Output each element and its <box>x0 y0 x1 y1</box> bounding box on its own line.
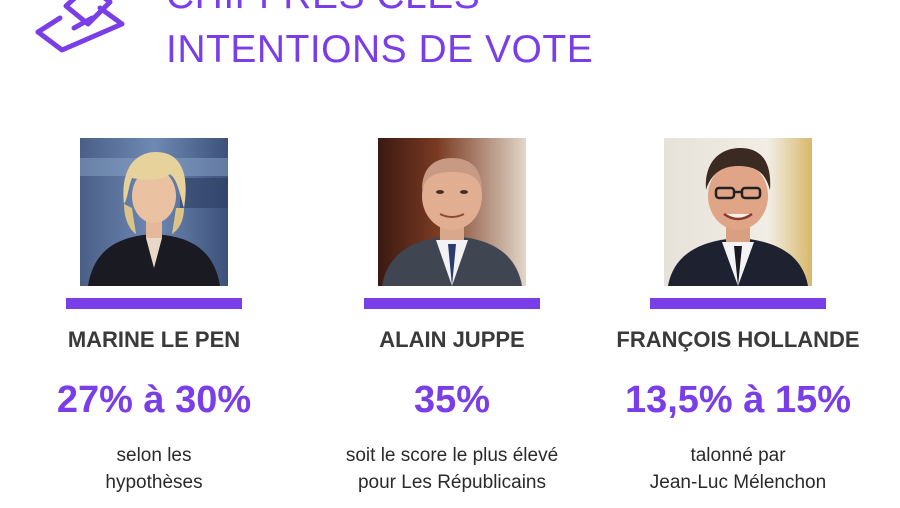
header: CHIFFRES CLÉS INTENTIONS DE VOTE <box>0 0 900 80</box>
candidate-description: soit le score le plus élevé pour Les Rép… <box>302 442 602 496</box>
description-line: hypothèses <box>105 472 203 493</box>
candidate-photo-juppe <box>378 138 526 286</box>
candidate-name: FRANÇOIS HOLLANDE <box>616 327 860 352</box>
candidate-name: MARINE LE PEN <box>67 327 241 352</box>
candidate-description: talonné par Jean-Luc Mélenchon <box>588 442 888 496</box>
candidate-photo-le-pen <box>80 138 228 286</box>
candidate-score: 27% à 30% <box>56 379 252 421</box>
description-line: selon les <box>116 445 192 466</box>
accent-bar <box>650 298 826 309</box>
candidate-card-hollande: FRANÇOIS HOLLANDE 13,5% à 15% talonné pa… <box>588 138 888 496</box>
ballot-box-icon <box>35 0 125 53</box>
description-line: pour Les Républicains <box>357 472 546 493</box>
candidate-card-le-pen: MARINE LE PEN 27% à 30% selon les hypoth… <box>4 138 304 496</box>
candidate-score: 13,5% à 15% <box>624 379 852 421</box>
description-line: soit le score le plus élevé <box>345 445 559 466</box>
page-title-line1: CHIFFRES CLÉS <box>166 0 480 18</box>
candidate-score: 35% <box>413 379 491 421</box>
description-line: talonné par <box>690 445 786 466</box>
accent-bar <box>364 298 540 309</box>
candidate-description: selon les hypothèses <box>4 442 304 496</box>
page-title-line2: INTENTIONS DE VOTE <box>166 28 594 71</box>
candidate-card-juppe: ALAIN JUPPE 35% soit le score le plus él… <box>302 138 602 496</box>
candidate-photo-hollande <box>664 138 812 286</box>
accent-bar <box>66 298 242 309</box>
description-line: Jean-Luc Mélenchon <box>649 472 827 493</box>
candidate-name: ALAIN JUPPE <box>379 327 525 352</box>
